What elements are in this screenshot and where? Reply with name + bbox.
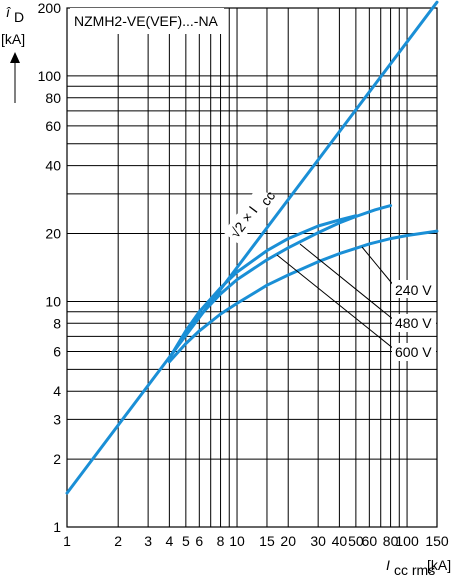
y-axis-symbol-sub: D [14,9,24,25]
x-tick-label: 2 [114,533,122,549]
chart-title: NZMH2-VE(VEF)...-NA [74,13,219,29]
y-tick-label: 40 [45,158,61,174]
x-tick-label: 80 [383,533,399,549]
series-line-480-v [167,204,393,360]
y-tick-label: 2 [53,451,61,467]
label-480v: 480 V [299,243,436,332]
y-tick-label: 20 [45,226,61,242]
label-600v-text: 600 V [395,344,432,360]
x-tick-label: 60 [362,533,378,549]
y-axis-up-arrow [10,52,20,103]
y-tick-label: 10 [45,293,61,309]
y-tick-label: 200 [38,0,62,16]
x-tick-label: 6 [195,533,203,549]
x-tick-label: 10 [229,533,245,549]
y-tick-label: 8 [53,315,61,331]
x-tick-label: 4 [165,533,173,549]
series-line-2-icc [65,0,439,495]
y-tick-label: 1 [53,519,61,535]
x-tick-label: 15 [259,533,275,549]
y-tick-label: 3 [53,411,61,427]
series-line-240-v [167,214,358,360]
x-tick-label: 40 [332,533,348,549]
x-tick-label: 3 [144,533,152,549]
y-tick-label: 100 [38,68,62,84]
series-lines [65,0,439,495]
label-240v: 240 V [361,246,436,298]
label-600v: 600 V [276,254,436,361]
y-axis-symbol: î [6,4,11,20]
series-line-600-v [167,229,439,364]
grid [66,7,438,528]
y-tick-label: 6 [53,343,61,359]
x-tick-label: 30 [310,533,326,549]
y-tick-label: 4 [53,383,61,399]
x-tick-label: 5 [182,533,190,549]
x-tick-label: 100 [395,533,419,549]
label-240v-text: 240 V [395,282,432,298]
x-tick-label: 8 [217,533,225,549]
y-axis-unit: [kA] [1,31,25,47]
x-tick-label: 20 [280,533,296,549]
y-tick-label: 60 [45,118,61,134]
x-tick-label: 50 [348,533,364,549]
x-axis-unit: [kA] [427,557,451,573]
sqrt2-label: √2 × I cc [223,186,278,245]
x-tick-label: 1 [63,533,71,549]
x-tick-label: 150 [425,533,449,549]
x-axis-label: I cc rms [kA] [386,557,451,578]
label-480v-text: 480 V [395,315,432,331]
y-tick-label: 80 [45,90,61,106]
title-box [70,8,224,34]
plot-frame [66,7,438,528]
x-axis-symbol: I [386,557,390,573]
x-axis-symbol-sub: cc rms [394,562,435,578]
